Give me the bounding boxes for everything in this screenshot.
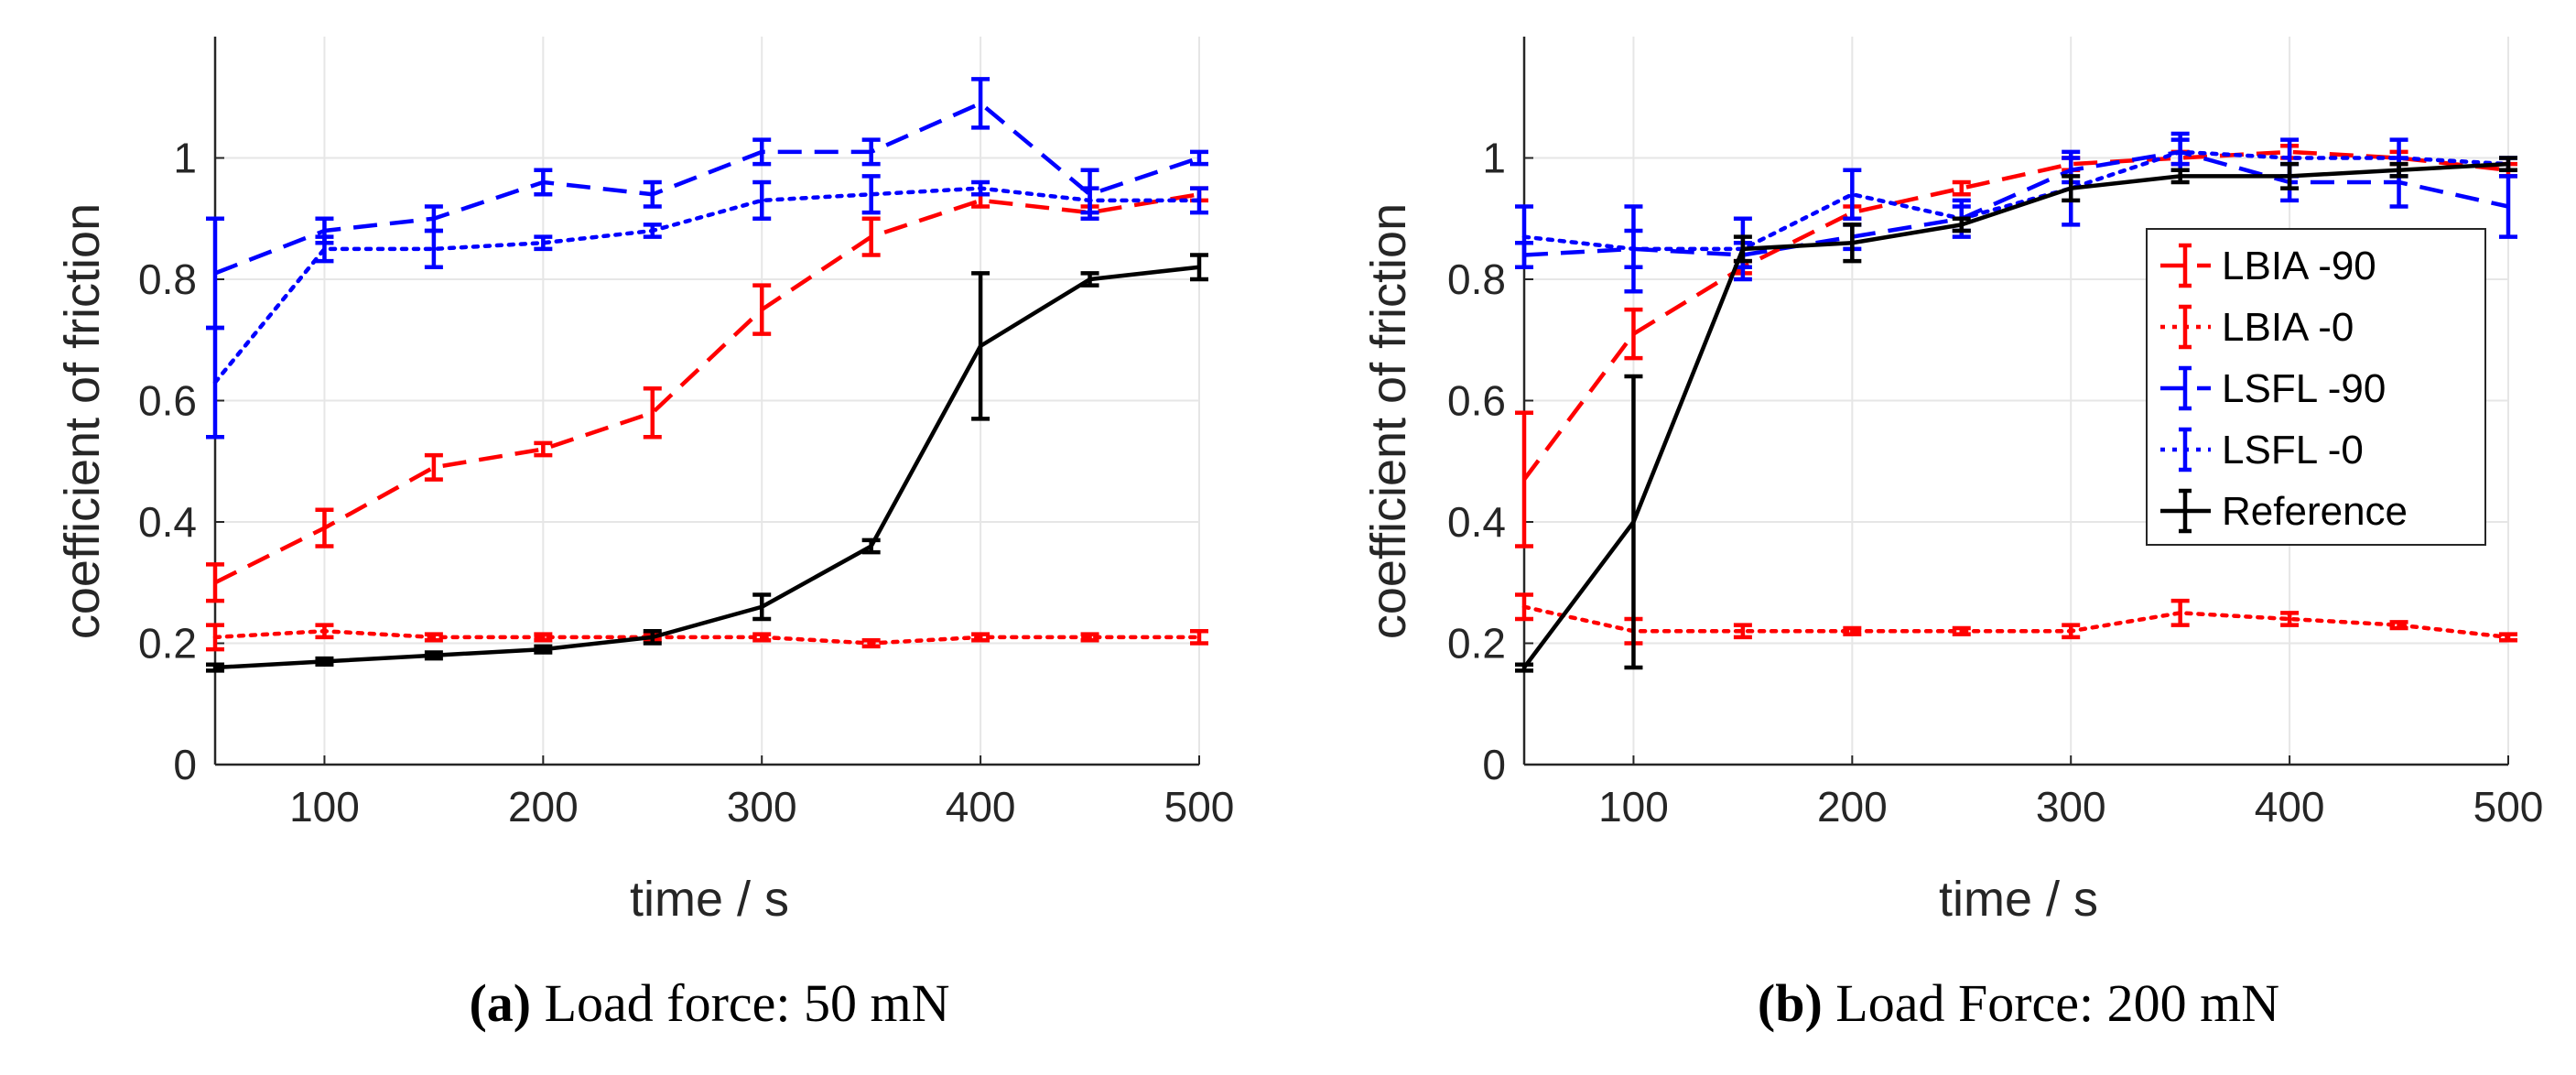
caption-b: (b) Load Force: 200 mN	[1758, 973, 2279, 1033]
y-tick-label: 1	[1482, 135, 1506, 182]
y-tick-label: 1	[173, 135, 197, 182]
caption-text: Load Force: 200 mN	[1835, 973, 2279, 1033]
series-lbia-0	[206, 623, 1208, 652]
series-reference	[1515, 156, 2517, 673]
y-tick-label: 0.8	[138, 255, 197, 303]
y-tick-label: 0.6	[1447, 377, 1506, 425]
x-axis-label: time / s	[1939, 872, 2098, 927]
legend-label: LBIA -0	[2222, 305, 2354, 350]
caption-text: Load force: 50 mN	[545, 973, 950, 1033]
x-tick-label: 100	[289, 783, 360, 831]
series-reference	[206, 253, 1208, 673]
legend-label: LSFL -0	[2222, 428, 2364, 472]
series-lbia-0	[1515, 592, 2517, 646]
legend-label: Reference	[2222, 489, 2408, 534]
y-axis-label: coefficient of friction	[1361, 203, 1416, 639]
x-tick-label: 200	[508, 783, 579, 831]
series-line	[214, 265, 1200, 670]
caption-letter: b	[1775, 973, 1804, 1033]
series-line	[1522, 149, 2509, 481]
x-tick-label: 500	[1164, 783, 1235, 831]
legend-label: LBIA -90	[2222, 244, 2376, 288]
series-lsfl-0	[206, 174, 1208, 440]
caption-letter: a	[487, 973, 514, 1033]
series-line	[212, 629, 1202, 646]
x-tick-label: 400	[2255, 783, 2325, 831]
y-tick-label: 0.4	[138, 498, 197, 546]
series-line	[1523, 149, 2509, 257]
series-line	[1522, 161, 2509, 669]
series-line	[1521, 604, 2511, 640]
y-tick-label: 0	[1482, 741, 1506, 788]
y-tick-label: 0.2	[138, 620, 197, 668]
x-axis-label: time / s	[630, 872, 789, 927]
x-tick-label: 300	[727, 783, 797, 831]
series-line	[213, 192, 1200, 585]
legend: LBIA -90 LBIA -0 LSFL -90 LSFL -0 Reference	[2146, 228, 2486, 546]
y-tick-label: 0.8	[1447, 255, 1506, 303]
x-tick-label: 500	[2473, 783, 2544, 831]
series-line	[214, 101, 1200, 276]
series-lsfl-90	[206, 77, 1208, 331]
y-tick-label: 0.4	[1447, 498, 1506, 546]
y-axis-label: coefficient of friction	[55, 203, 110, 639]
panel-a: coefficient of friction time / s (a) Loa…	[55, 37, 1234, 1033]
x-tick-label: 300	[2036, 783, 2106, 831]
x-tick-label: 100	[1598, 783, 1669, 831]
x-tick-label: 400	[946, 783, 1016, 831]
legend-label: LSFL -90	[2222, 366, 2386, 411]
series-line	[212, 186, 1202, 385]
caption-a: (a) Load force: 50 mN	[469, 973, 949, 1033]
y-tick-label: 0.6	[138, 377, 197, 425]
series-line	[1521, 149, 2511, 252]
panel-b: coefficient of friction time / s (b) Loa…	[1361, 37, 2543, 1033]
y-tick-label: 0.2	[1447, 620, 1506, 668]
x-tick-label: 200	[1817, 783, 1888, 831]
y-tick-label: 0	[173, 741, 197, 788]
